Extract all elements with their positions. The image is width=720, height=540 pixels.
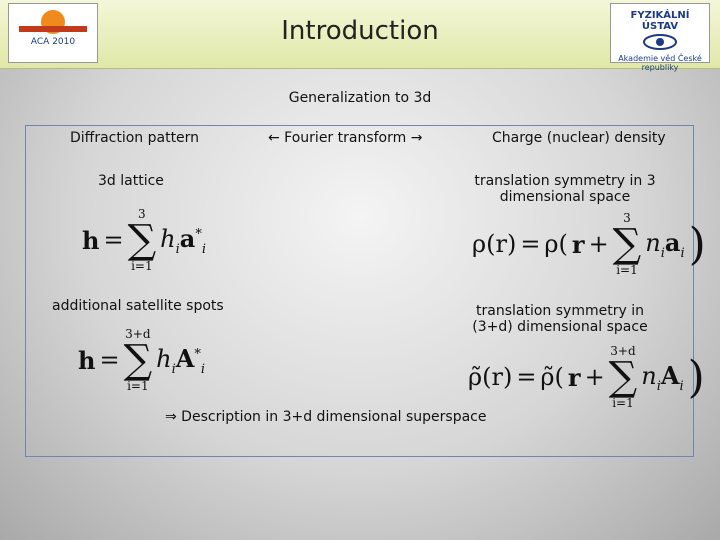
subtitle: Generalization to 3d — [288, 90, 432, 106]
f: a — [179, 223, 196, 253]
f: i — [656, 378, 661, 394]
left-logo-text: ACA 2010 — [30, 37, 76, 47]
f: + — [584, 363, 605, 391]
f: A — [175, 343, 195, 373]
f: + — [588, 230, 609, 258]
row-label: additional satellite spots — [52, 298, 224, 314]
f: = — [520, 230, 541, 258]
row-label: translation symmetry in 3 dimensional sp… — [474, 173, 656, 205]
f: i=1 — [131, 259, 153, 273]
f: = — [516, 363, 537, 391]
f: * — [195, 226, 202, 242]
f: h — [78, 345, 96, 375]
f: i — [680, 245, 685, 261]
sum: 3+d ∑ i=1 — [609, 345, 638, 409]
f: a — [664, 227, 681, 257]
logo-sun — [19, 10, 87, 34]
f: ) — [687, 351, 705, 403]
column-header: ← Fourier transform → — [268, 130, 423, 146]
column-header: Diffraction pattern — [70, 130, 200, 146]
formula: h = 3 ∑ i=1 hia*i — [82, 208, 206, 272]
content-box — [25, 125, 694, 457]
formula: ρ(r) = ρ( r + 3 ∑ i=1 niai ) — [472, 212, 706, 276]
f: n — [641, 361, 657, 390]
column-header: Charge (nuclear) density — [492, 130, 666, 146]
formula: ρ̃(r) = ρ̃( r + 3+d ∑ i=1 niAi ) — [468, 345, 705, 409]
f: 3+d — [125, 327, 151, 341]
f: = — [99, 346, 120, 374]
f: ρ( — [544, 230, 568, 258]
f: i — [171, 361, 176, 377]
f: r — [571, 229, 585, 259]
logo-eye — [643, 34, 677, 50]
right-logo-sub: Akademie věd České republiky — [618, 54, 702, 72]
f: ∑ — [123, 337, 153, 383]
f: i — [679, 378, 684, 394]
f: * — [194, 346, 201, 362]
sum: 3+d ∑ i=1 — [124, 328, 153, 392]
f: ∑ — [608, 354, 638, 400]
row-label: 3d lattice — [98, 173, 164, 189]
f: i — [175, 241, 180, 257]
left-logo: ACA 2010 — [8, 3, 98, 63]
f: i=1 — [612, 396, 634, 410]
right-logo: FYZIKÁLNÍ ÚSTAV Akademie věd České repub… — [610, 3, 710, 72]
formula: h = 3+d ∑ i=1 hiA*i — [78, 328, 205, 392]
sum: 3 ∑ i=1 — [613, 212, 642, 276]
f: n — [645, 228, 661, 257]
conclusion: ⇒ Description in 3+d dimensional supersp… — [165, 409, 487, 425]
f: ) — [688, 218, 706, 270]
slide-title: Introduction — [281, 16, 439, 46]
header: ACA 2010 Introduction FYZIKÁLNÍ ÚSTAV Ak… — [0, 0, 720, 72]
f: 3 — [138, 207, 146, 221]
f: i — [200, 361, 206, 377]
f: 3+d — [610, 344, 636, 358]
f: ρ(r) — [472, 230, 517, 258]
row-label: translation symmetry in (3+d) dimensiona… — [472, 303, 648, 335]
f: A — [660, 360, 680, 390]
f: ∑ — [612, 221, 642, 267]
f: ∑ — [127, 217, 157, 263]
f: i=1 — [616, 263, 638, 277]
f: ρ̃( — [540, 363, 564, 391]
f: i=1 — [127, 379, 149, 393]
f: i — [201, 241, 206, 257]
f: i — [660, 245, 665, 261]
f: h — [160, 224, 176, 253]
right-logo-text: FYZIKÁLNÍ ÚSTAV — [630, 10, 690, 32]
f: 3 — [623, 211, 631, 225]
f: r — [567, 362, 581, 392]
f: ρ̃(r) — [468, 363, 513, 391]
f: h — [82, 225, 100, 255]
f: = — [103, 226, 124, 254]
f: h — [156, 344, 172, 373]
sum: 3 ∑ i=1 — [128, 208, 157, 272]
